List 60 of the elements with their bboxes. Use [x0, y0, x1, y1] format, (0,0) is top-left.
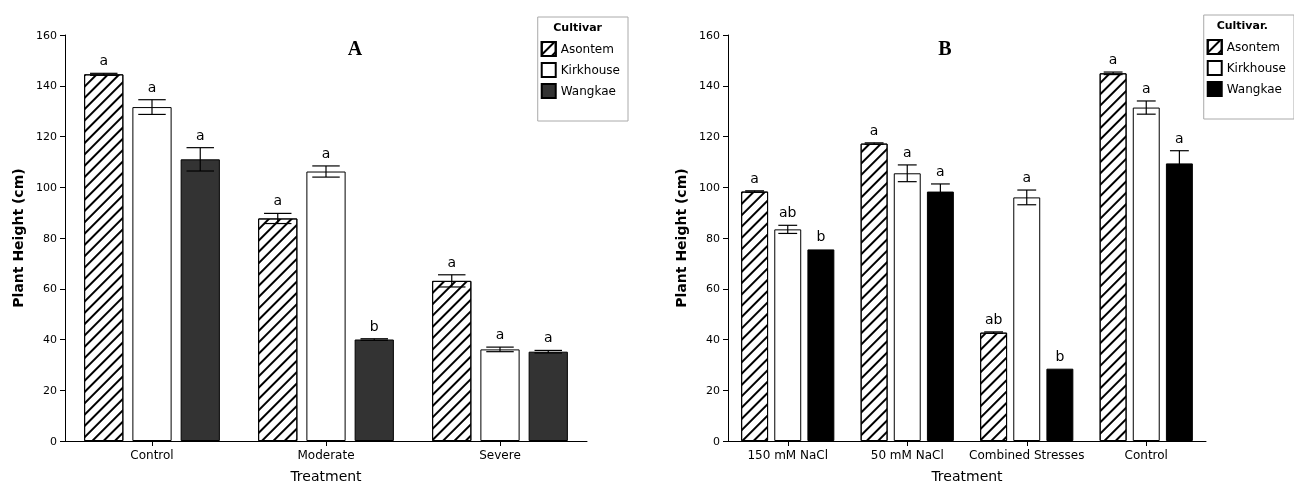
data-label: a	[750, 169, 759, 186]
data-label: b	[1055, 347, 1065, 364]
legend-title: Cultivar	[553, 21, 603, 34]
y-tick-label: 100	[36, 180, 57, 194]
y-tick-label: 20	[706, 383, 720, 397]
y-axis-title: Plant Height (cm)	[10, 168, 26, 308]
y-tick-label: 120	[699, 130, 720, 143]
y-tick-label: 160	[36, 28, 57, 42]
chart-title: A	[347, 37, 363, 59]
x-tick-label: Moderate	[297, 448, 355, 462]
legend-label: Kirkhouse	[560, 63, 621, 77]
data-label: a	[1108, 51, 1118, 68]
data-label: b	[816, 228, 826, 245]
data-label: a	[147, 78, 157, 95]
data-label: a	[273, 192, 283, 209]
y-tick-label: 0	[50, 434, 57, 448]
x-tick-label: Combined Stresses	[969, 448, 1085, 462]
data-label: a	[543, 329, 553, 346]
y-tick-label: 160	[699, 28, 720, 42]
y-tick-label: 80	[43, 231, 57, 245]
data-label: a	[495, 326, 505, 343]
y-tick-label: 140	[699, 79, 720, 93]
legend-label: Asontem	[1226, 40, 1280, 54]
data-label: ab	[984, 310, 1003, 327]
y-tick-label: 40	[706, 333, 720, 346]
data-label: a	[902, 143, 912, 160]
data-label: a	[99, 52, 109, 69]
chart-title: B	[938, 37, 952, 59]
x-axis-title: Treatment	[289, 468, 363, 484]
data-label: a	[1175, 129, 1184, 146]
x-tick-label: 50 mM NaCl	[870, 448, 944, 462]
data-label: a	[195, 126, 205, 143]
y-tick-label: 60	[43, 282, 57, 296]
x-tick-label: Control	[1124, 448, 1168, 462]
y-tick-label: 20	[43, 383, 57, 397]
y-tick-label: 0	[713, 434, 720, 448]
data-label: b	[369, 317, 379, 334]
y-tick-label: 140	[36, 79, 57, 93]
y-tick-label: 100	[699, 180, 720, 194]
legend-label: Wangkae	[1226, 82, 1282, 96]
x-tick-label: 150 mM NaCl	[747, 448, 829, 462]
y-tick-label: 80	[706, 231, 720, 245]
y-tick-label: 40	[43, 333, 57, 346]
x-tick-label: Control	[130, 448, 174, 462]
y-tick-label: 60	[706, 282, 720, 296]
y-axis-title: Plant Height (cm)	[673, 168, 689, 308]
data-label: ab	[779, 204, 797, 221]
data-label: a	[1141, 79, 1151, 96]
x-axis-title: Treatment	[930, 468, 1004, 484]
data-label: a	[869, 121, 879, 138]
legend-label: Wangkae	[560, 84, 616, 98]
data-label: a	[1022, 169, 1032, 186]
legend-title: Cultivar.	[1216, 19, 1269, 32]
x-tick-label: Severe	[479, 448, 521, 462]
data-label: a	[447, 253, 457, 270]
legend-label: Asontem	[560, 42, 614, 56]
data-label: a	[321, 144, 331, 161]
y-tick-label: 120	[36, 130, 57, 143]
data-label: a	[936, 162, 945, 179]
legend-label: Kirkhouse	[1226, 61, 1287, 75]
